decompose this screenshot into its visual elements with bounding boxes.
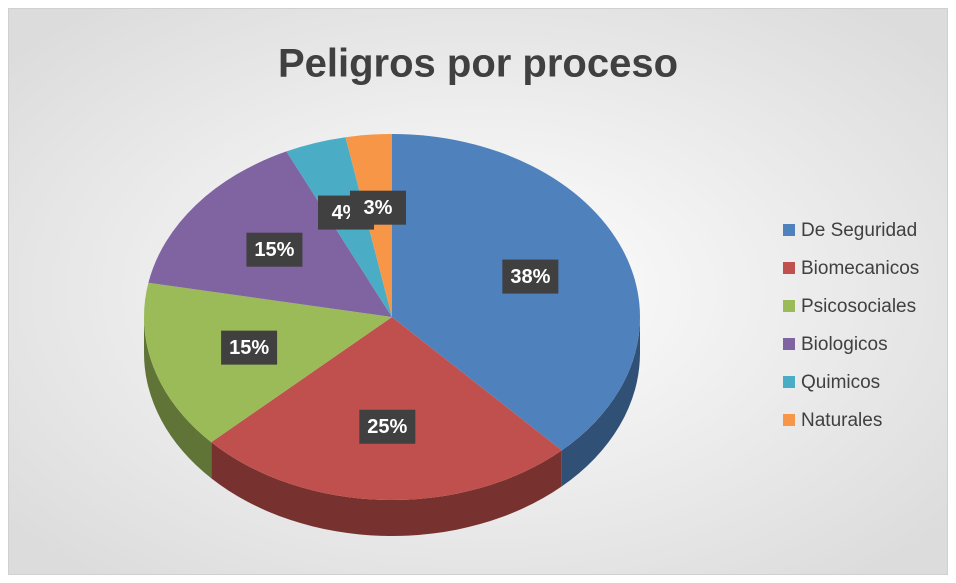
legend-swatch xyxy=(783,262,795,274)
legend-swatch xyxy=(783,414,795,426)
data-label: 15% xyxy=(254,239,294,261)
legend-label: Naturales xyxy=(801,410,882,431)
legend-label: Biologicos xyxy=(801,334,888,355)
data-label-box xyxy=(502,259,559,294)
data-label-box xyxy=(349,190,406,225)
legend-swatch xyxy=(783,300,795,312)
data-label: 38% xyxy=(510,266,550,288)
legend-label: Psicosociales xyxy=(801,296,916,317)
data-label-box xyxy=(359,409,416,444)
legend-swatch xyxy=(783,224,795,236)
data-label: 25% xyxy=(367,416,407,438)
legend-swatch xyxy=(783,376,795,388)
legend-label: Biomecanicos xyxy=(801,258,919,279)
legend-swatch xyxy=(783,338,795,350)
data-label: 3% xyxy=(364,197,393,219)
pie-slice-side xyxy=(211,442,562,536)
legend-label: Quimicos xyxy=(801,372,880,393)
chart-title: Peligros por proceso xyxy=(278,42,678,86)
data-label-box xyxy=(221,330,278,365)
pie-slice-side xyxy=(144,317,212,479)
data-label-box xyxy=(246,232,303,267)
pie-slice xyxy=(211,317,562,501)
data-label: 15% xyxy=(229,337,269,359)
legend-label: De Seguridad xyxy=(801,220,917,241)
pie-slice-side xyxy=(561,317,640,487)
